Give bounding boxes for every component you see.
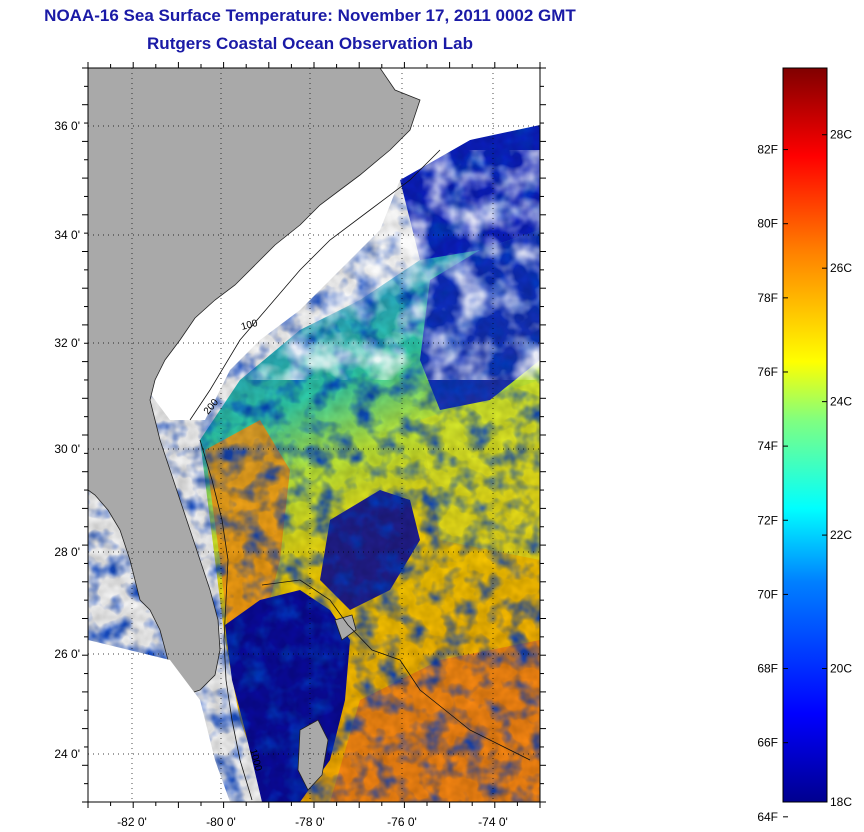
lon-tick-label-78: -78 0' [295, 815, 325, 829]
colorbar-celsius-label: 22C [830, 528, 852, 542]
axis-tick-marks [82, 62, 546, 808]
bathymetry-contour-shelf [199, 439, 253, 801]
land-bahamas-andros [297, 719, 329, 791]
grid-lines [88, 68, 540, 802]
map-imagery: 100 200 1000 [88, 68, 540, 802]
lon-tick-label-82: -82 0' [117, 815, 147, 829]
land-bahamas-small [334, 614, 357, 641]
lat-tick-label-24: 24 0' [54, 747, 80, 761]
temperature-colorbar: 64F 66F 68F 70F 72F 74F 76F 78F 80F 82F 18C 20C 22C 2… [757, 67, 852, 824]
lat-tick-label-26: 26 0' [54, 647, 80, 661]
colorbar-gradient [782, 67, 828, 803]
lat-tick-label-30: 30 0' [54, 442, 80, 456]
bathymetry-contour-north [189, 149, 441, 421]
contour-label-100: 100 [240, 318, 259, 333]
colorbar-celsius-label: 18C [830, 795, 852, 809]
colorbar-celsius-label: 26C [830, 261, 852, 275]
lon-tick-label-74: -74 0' [478, 815, 508, 829]
colorbar-fahrenheit-label: 78F [757, 291, 778, 305]
lat-tick-label-32: 32 0' [54, 336, 80, 350]
lat-tick-label-28: 28 0' [54, 545, 80, 559]
sst-map[interactable]: 100 200 1000 24 0' 26 0' 28 0' 30 0' 32 … [0, 0, 600, 832]
colorbar-fahrenheit-label: 68F [757, 662, 778, 676]
bathymetry-contour-bahamas [261, 579, 531, 761]
colorbar-celsius-label: 24C [830, 395, 852, 409]
colorbar-fahrenheit-label: 80F [757, 217, 778, 231]
colorbar-fahrenheit-label: 72F [757, 513, 778, 527]
colorbar-celsius-label: 28C [830, 128, 852, 142]
colorbar-fahrenheit-label: 64F [757, 810, 778, 824]
map-subtitle: Rutgers Coastal Ocean Observation Lab [147, 34, 473, 53]
map-title: NOAA-16 Sea Surface Temperature: Novembe… [44, 6, 576, 25]
no-data-florida-bay [88, 640, 230, 802]
lon-tick-label-76: -76 0' [387, 815, 417, 829]
colorbar-fahrenheit-label: 70F [757, 587, 778, 601]
land-southeast-us [88, 68, 421, 696]
colorbar-fahrenheit-label: 76F [757, 365, 778, 379]
lat-tick-label-36: 36 0' [54, 119, 80, 133]
colorbar-fahrenheit-label: 74F [757, 439, 778, 453]
colorbar-celsius-label: 20C [830, 662, 852, 676]
colorbar-ticks: 64F 66F 68F 70F 72F 74F 76F 78F 80F 82F 18C 20C 22C 2… [757, 128, 852, 824]
colorbar-fahrenheit-label: 82F [757, 143, 778, 157]
lon-tick-label-80: -80 0' [206, 815, 236, 829]
lat-tick-label-34: 34 0' [54, 228, 80, 242]
colorbar-fahrenheit-label: 66F [757, 736, 778, 750]
